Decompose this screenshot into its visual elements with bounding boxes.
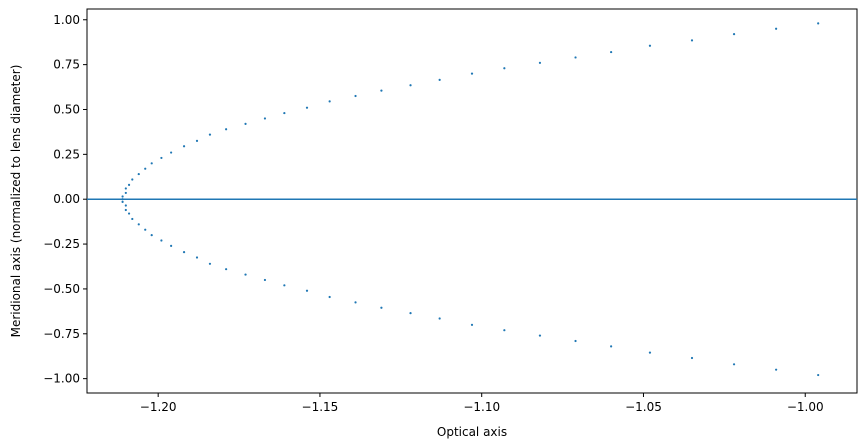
data-point xyxy=(127,212,131,215)
data-point xyxy=(438,78,441,81)
data-point xyxy=(170,244,173,247)
y-tick-label: 0.25 xyxy=(53,147,80,161)
y-tick-label: 0.50 xyxy=(53,102,80,116)
data-point xyxy=(305,289,309,292)
data-point xyxy=(538,334,542,337)
data-point xyxy=(225,268,228,271)
data-point xyxy=(328,295,331,299)
data-point xyxy=(732,363,736,366)
data-point xyxy=(182,251,186,254)
data-point xyxy=(160,156,163,160)
data-point xyxy=(131,217,134,221)
data-point xyxy=(160,239,163,242)
data-point xyxy=(225,128,228,131)
data-points xyxy=(121,22,820,377)
data-point xyxy=(690,356,694,360)
x-tick-label: −1.05 xyxy=(625,400,662,414)
data-point xyxy=(409,84,412,87)
data-point xyxy=(131,178,134,181)
data-point xyxy=(144,228,147,231)
data-point xyxy=(503,67,506,70)
x-axis-label: Optical axis xyxy=(437,425,507,439)
data-point xyxy=(732,33,736,36)
y-tick-label: −0.75 xyxy=(43,327,80,341)
data-point xyxy=(438,317,441,320)
data-point xyxy=(380,306,383,309)
data-point xyxy=(503,329,506,332)
data-point xyxy=(137,223,140,226)
data-point xyxy=(817,373,820,377)
data-point xyxy=(817,22,820,25)
data-point xyxy=(610,345,613,348)
data-point xyxy=(137,172,140,176)
y-tick-label: −0.25 xyxy=(43,237,80,251)
data-point xyxy=(124,204,127,207)
data-point xyxy=(244,122,247,125)
x-axis-ticks: −1.20 −1.15 −1.10 −1.05 −1.00 xyxy=(140,393,824,414)
data-point xyxy=(283,111,286,115)
data-point xyxy=(648,351,652,354)
data-point xyxy=(538,61,542,64)
y-axis-ticks: 1.00 0.75 0.50 0.25 0.00 −0.25 −0.50 −0.75 −1.00 xyxy=(43,13,87,386)
y-tick-label: 1.00 xyxy=(53,13,80,27)
data-point xyxy=(648,44,652,47)
y-tick-label: −0.50 xyxy=(43,282,80,296)
data-point xyxy=(121,195,124,198)
data-point xyxy=(144,167,147,170)
data-point xyxy=(263,278,267,282)
data-point xyxy=(150,162,153,165)
x-tick-label: −1.00 xyxy=(787,400,824,414)
data-point xyxy=(195,139,199,142)
data-point xyxy=(124,187,127,190)
data-point xyxy=(283,284,286,287)
data-point xyxy=(124,208,127,212)
data-point xyxy=(610,50,613,54)
data-point xyxy=(121,198,124,201)
data-point xyxy=(208,133,212,136)
data-point xyxy=(127,183,131,186)
y-axis-label: Meridional axis (normalized to lens diam… xyxy=(9,65,23,338)
data-point xyxy=(690,39,694,42)
data-point xyxy=(170,151,173,154)
data-point xyxy=(328,100,331,103)
data-point xyxy=(244,273,247,276)
data-point xyxy=(409,312,412,315)
data-point xyxy=(263,117,267,120)
data-point xyxy=(354,301,357,304)
data-point xyxy=(354,94,357,98)
data-point xyxy=(121,200,124,203)
data-point xyxy=(195,256,199,259)
x-tick-label: −1.15 xyxy=(302,400,339,414)
data-point xyxy=(574,56,577,59)
data-point xyxy=(150,233,153,237)
data-point xyxy=(182,145,186,148)
data-point xyxy=(470,72,474,75)
y-tick-label: 0.75 xyxy=(53,58,80,72)
x-tick-label: −1.10 xyxy=(463,400,500,414)
data-point xyxy=(124,191,127,195)
data-point xyxy=(380,89,383,92)
data-point xyxy=(208,262,212,265)
y-tick-label: 0.00 xyxy=(53,192,80,206)
y-tick-label: −1.00 xyxy=(43,372,80,386)
data-point xyxy=(775,27,778,30)
data-point xyxy=(305,106,309,109)
data-point xyxy=(574,339,577,343)
x-tick-label: −1.20 xyxy=(140,400,177,414)
data-point xyxy=(470,323,474,326)
plot-area xyxy=(86,8,858,394)
data-point xyxy=(775,368,778,371)
